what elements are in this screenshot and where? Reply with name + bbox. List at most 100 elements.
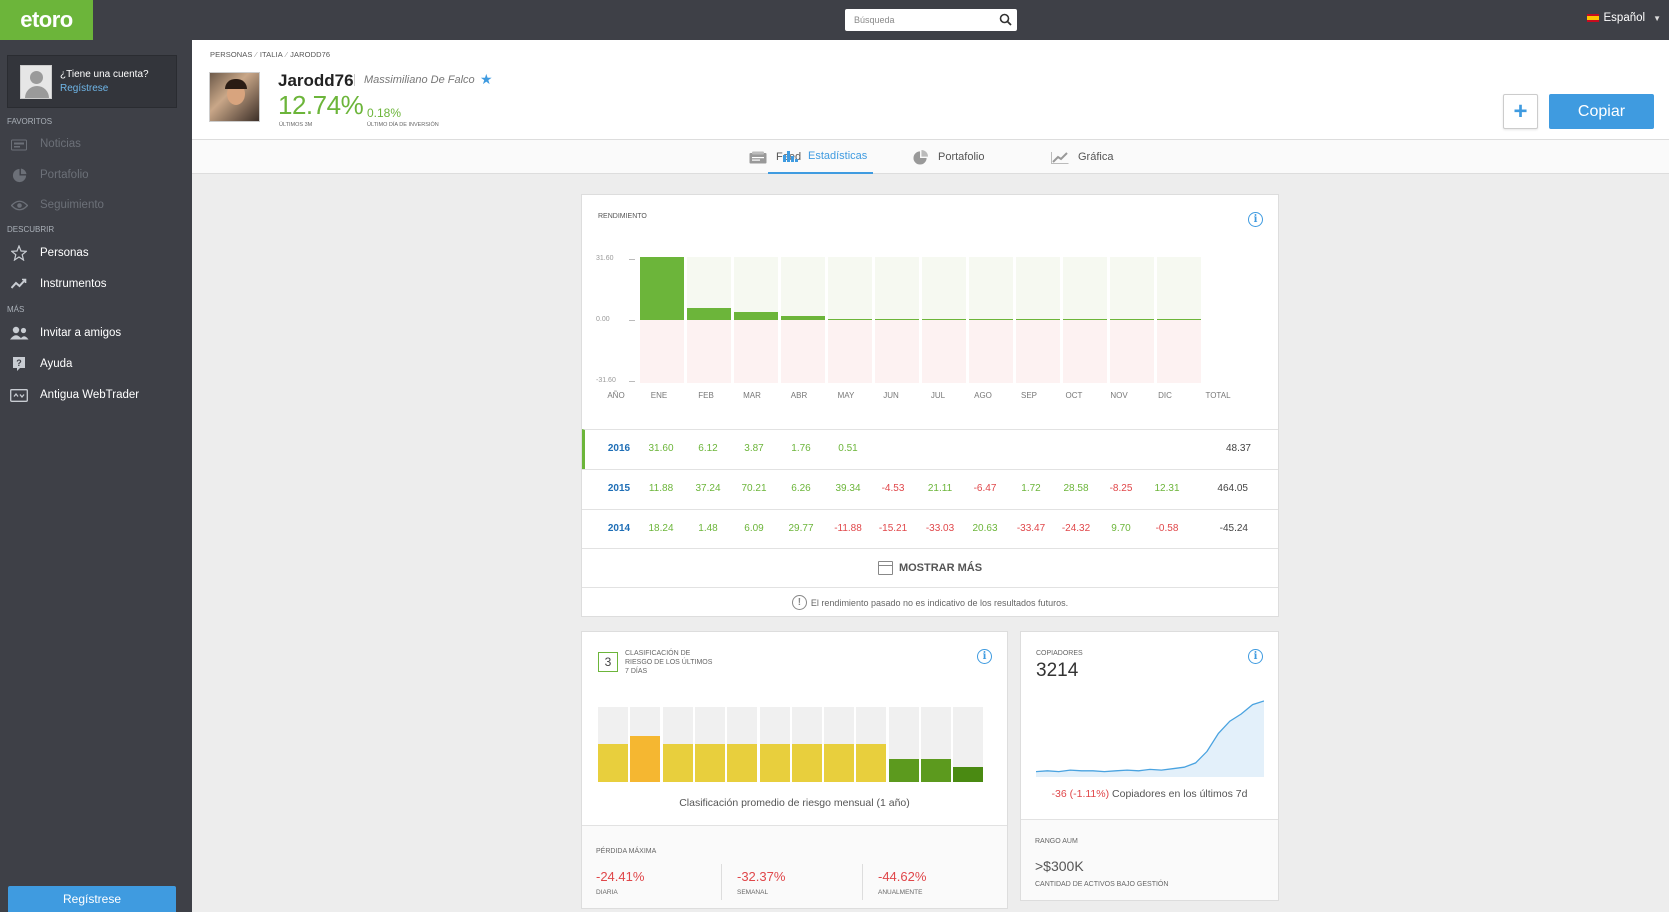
risk-bar[interactable] xyxy=(727,744,758,782)
table-row[interactable]: 2014 18.24 1.48 6.09 29.77 -11.88 -15.21 -33.03… xyxy=(582,509,1278,549)
chart-bar-ago[interactable] xyxy=(969,319,1013,320)
account-question: ¿Tiene una cuenta? xyxy=(60,69,149,80)
divider xyxy=(1021,819,1278,820)
sidebar-item-label: Portafolio xyxy=(40,169,89,181)
info-icon[interactable]: i xyxy=(1248,212,1263,227)
copiers-change: -36 (-1.11%) Copiadores en los últimos 7… xyxy=(1021,788,1278,800)
chart-bar-feb[interactable] xyxy=(687,308,731,320)
section-descubrir: Descubrir xyxy=(7,225,55,234)
language-selector[interactable]: Español ▼ xyxy=(1586,12,1661,24)
search-box[interactable] xyxy=(845,9,1017,31)
risk-bar[interactable] xyxy=(598,744,628,782)
chart-column-bg-pos xyxy=(781,257,825,320)
table-row[interactable]: 2015 11.88 37.24 70.21 6.26 39.34 -4.53 21.11 -6… xyxy=(582,469,1278,509)
performance-panel: Rendimiento i 31.60 0.00 -31.60 Año Ene Fe… xyxy=(581,194,1279,617)
disclaimer-text: El rendimiento pasado no es indicativo d… xyxy=(810,597,1069,608)
chart-bar-jun[interactable] xyxy=(875,319,919,320)
month-value: -15.21 xyxy=(878,523,908,534)
year-label[interactable]: 2014 xyxy=(607,523,631,534)
chart-column-bg-pos xyxy=(1063,257,1107,320)
register-button[interactable]: Regístrese xyxy=(8,886,176,912)
search-input[interactable] xyxy=(845,9,995,31)
month-header-feb: Feb xyxy=(698,391,714,400)
risk-bar[interactable] xyxy=(791,744,822,782)
tab-estadisticas[interactable]: Estadísticas xyxy=(768,140,873,174)
risk-bar[interactable] xyxy=(921,759,951,782)
risk-bar[interactable] xyxy=(824,744,855,782)
month-value: 31.60 xyxy=(648,443,674,454)
risk-bar[interactable] xyxy=(759,744,790,782)
risk-bar[interactable] xyxy=(888,759,919,782)
sidebar-item-personas[interactable]: Personas xyxy=(0,239,192,267)
year-label[interactable]: 2015 xyxy=(607,483,631,494)
trend-icon xyxy=(9,276,29,292)
sidebar-item-seguimiento[interactable]: Seguimiento xyxy=(0,191,192,219)
breadcrumb-italia[interactable]: Italia xyxy=(259,50,283,59)
account-box[interactable]: ¿Tiene una cuenta? Regístrese xyxy=(7,55,177,108)
month-value: 1.72 xyxy=(1021,483,1041,494)
y-tick xyxy=(629,259,635,260)
tab-portafolio[interactable]: Portafolio xyxy=(911,140,984,174)
chart-bar-abr[interactable] xyxy=(781,316,825,320)
month-value: 70.21 xyxy=(741,483,767,494)
chart-bar-sep[interactable] xyxy=(1016,319,1060,320)
risk-bar[interactable] xyxy=(630,736,661,782)
month-value: 6.26 xyxy=(791,483,811,494)
sidebar-item-portafolio[interactable]: Portafolio xyxy=(0,161,192,189)
performance-title: Rendimiento xyxy=(598,213,647,220)
month-value: 11.88 xyxy=(648,483,674,494)
chart-bar-may[interactable] xyxy=(828,319,872,320)
svg-text:?: ? xyxy=(16,358,22,368)
chart-column-bg-pos xyxy=(1016,257,1060,320)
divider xyxy=(862,864,863,900)
copy-button[interactable]: Copiar xyxy=(1549,94,1654,129)
sidebar-item-noticias[interactable]: Noticias xyxy=(0,130,192,158)
chart-bar-ene[interactable] xyxy=(640,257,684,320)
sidebar-item-label: Personas xyxy=(40,247,89,259)
chart-bar-mar[interactable] xyxy=(734,312,778,320)
chart-bar-jul[interactable] xyxy=(922,319,966,320)
risk-bar[interactable] xyxy=(694,744,725,782)
chart-bar-nov[interactable] xyxy=(1110,319,1154,320)
month-value: 21.11 xyxy=(927,483,953,494)
month-header-sep: Sep xyxy=(1020,391,1037,400)
profile-tabs: Feed Estadísticas Portafolio Gráfica xyxy=(192,140,1669,174)
gain-3m-label: Últimos 3M xyxy=(279,122,313,128)
risk-bar[interactable] xyxy=(953,767,984,782)
month-value: -33.03 xyxy=(925,523,955,534)
search-icon[interactable] xyxy=(999,13,1012,26)
month-value: 29.77 xyxy=(788,523,814,534)
show-more-button[interactable]: Mostrar más xyxy=(582,548,1278,586)
sidebar-item-ayuda[interactable]: ? Ayuda xyxy=(0,350,192,378)
chart-bar-dic[interactable] xyxy=(1157,319,1201,320)
info-icon[interactable]: i xyxy=(1248,649,1263,664)
chart-column-bg-neg xyxy=(969,320,1013,383)
risk-bar[interactable] xyxy=(856,744,887,782)
info-icon[interactable]: i xyxy=(977,649,992,664)
divider xyxy=(582,825,1007,826)
month-header-año: Año xyxy=(607,391,625,400)
year-total: -45.24 xyxy=(1219,523,1248,534)
section-mas: Más xyxy=(7,305,25,314)
add-to-watchlist-button[interactable]: + xyxy=(1503,94,1538,129)
account-register-link[interactable]: Regístrese xyxy=(60,83,109,94)
sidebar-item-invitar[interactable]: Invitar a amigos xyxy=(0,319,192,347)
profile-photo xyxy=(209,72,260,122)
month-value: 6.09 xyxy=(744,523,764,534)
sidebar-item-antigua-webtrader[interactable]: Antigua WebTrader xyxy=(0,381,192,409)
divider xyxy=(721,864,722,900)
risk-bar[interactable] xyxy=(662,744,693,782)
name-separator xyxy=(354,74,355,86)
table-row[interactable]: 2016 31.60 6.12 3.87 1.76 0.51 48.37 xyxy=(582,429,1278,469)
y-tick xyxy=(629,381,635,382)
etoro-logo[interactable]: etoro xyxy=(0,0,93,40)
breadcrumb-personas[interactable]: Personas xyxy=(210,50,253,59)
month-header-oct: Oct xyxy=(1065,391,1083,400)
tab-grafica[interactable]: Gráfica xyxy=(1051,140,1113,174)
year-label[interactable]: 2016 xyxy=(607,443,631,454)
sidebar-item-instrumentos[interactable]: Instrumentos xyxy=(0,270,192,298)
chart-bar-oct[interactable] xyxy=(1063,319,1107,320)
help-icon: ? xyxy=(9,356,29,372)
chart-column-bg-pos xyxy=(1157,257,1201,320)
month-value: -4.53 xyxy=(881,483,905,494)
